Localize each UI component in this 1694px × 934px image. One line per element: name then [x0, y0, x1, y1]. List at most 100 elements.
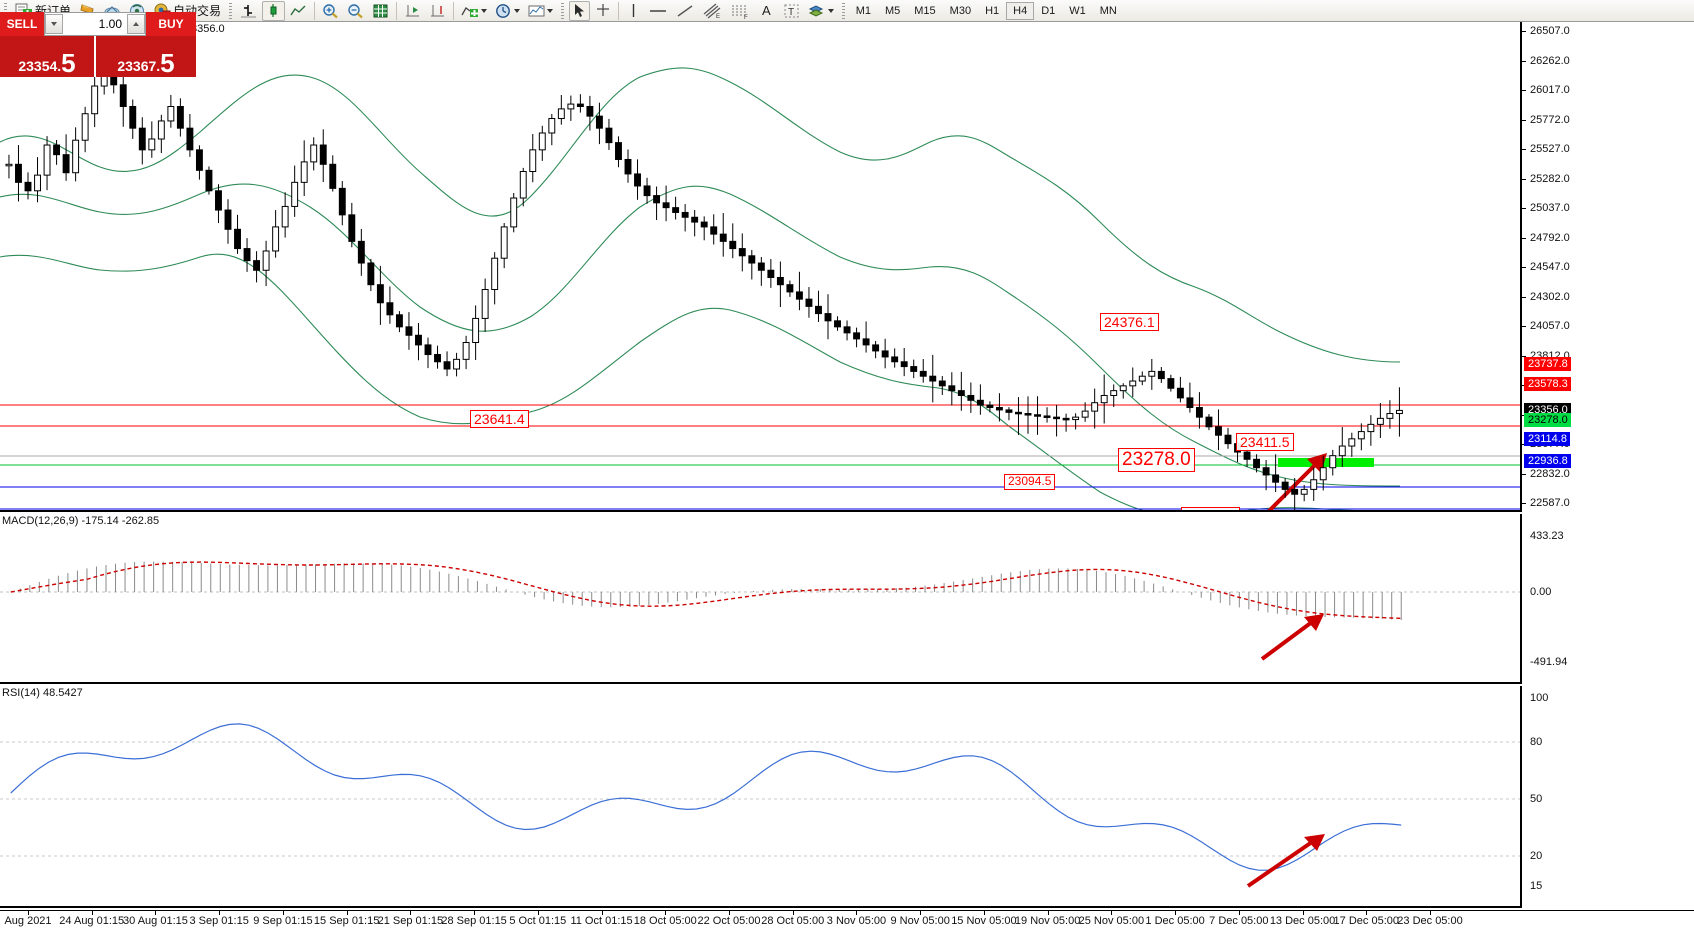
crosshair-tool-button[interactable]: [592, 1, 614, 21]
time-tick: [537, 911, 539, 915]
timeframe-m5[interactable]: M5: [884, 4, 901, 17]
timeframe-m1[interactable]: M1: [855, 4, 871, 17]
time-tick: [1047, 911, 1049, 915]
sell-price-display[interactable]: 23354 . 5: [0, 36, 96, 77]
macd-tick-label: -491.94: [1530, 656, 1568, 668]
price-tick: [1522, 178, 1526, 180]
toolbar-grip-4[interactable]: [839, 2, 847, 19]
indicators-button[interactable]: [458, 1, 490, 21]
line-chart-button[interactable]: [287, 1, 310, 21]
candlestick-chart-button[interactable]: [262, 0, 286, 21]
chevron-down-icon-4[interactable]: [827, 8, 834, 13]
autoscroll-button[interactable]: [426, 1, 449, 21]
trendline-button[interactable]: [673, 1, 697, 21]
text-label-button[interactable]: T: [780, 1, 803, 21]
time-tick-label: 17 Dec 05:00: [1333, 915, 1399, 927]
time-tick: [219, 911, 221, 915]
time-axis[interactable]: Aug 2021 24 Aug 01:15 30 Aug 01:15 3 Sep 01…: [0, 910, 1694, 934]
timeframe-mn[interactable]: MN: [1099, 4, 1117, 17]
annotation-23278[interactable]: 23278.0: [1118, 448, 1195, 472]
oct-header-row: SELL 1.00 BUY: [0, 12, 196, 36]
grid-button[interactable]: [369, 1, 392, 21]
price-tick-label: 26262.0: [1530, 54, 1570, 67]
annotation-23411[interactable]: 23411.5: [1236, 433, 1294, 452]
timeframe-h4[interactable]: H4: [1006, 1, 1035, 20]
horizontal-line-button[interactable]: [645, 1, 671, 21]
volume-value[interactable]: 1.00: [98, 17, 122, 31]
chevron-down-icon-3[interactable]: [547, 8, 554, 13]
svg-text:F: F: [744, 15, 748, 19]
time-tick: [1111, 911, 1113, 915]
volume-stepper[interactable]: 1.00: [44, 12, 146, 36]
candlestick-icon: [270, 3, 277, 17]
annotation-24376[interactable]: 24376.1: [1100, 313, 1159, 332]
timeframe-w1[interactable]: W1: [1069, 4, 1086, 17]
price-badge-green[interactable]: 23278.0: [1524, 412, 1571, 427]
time-tick: [1430, 911, 1431, 915]
volume-decrement-button[interactable]: [45, 14, 63, 34]
time-tick: [28, 911, 29, 915]
time-tick-label: 15 Sep 01:15: [313, 915, 380, 927]
equidistant-icon: E: [703, 3, 721, 19]
toolbar-grip[interactable]: [2, 2, 9, 19]
price-tick-label: 24547.0: [1530, 261, 1570, 273]
equidistant-channel-button[interactable]: E: [699, 1, 725, 21]
rsi-pane[interactable]: RSI(14) 48.5427: [0, 686, 1520, 908]
zoom-in-button[interactable]: [319, 1, 342, 21]
chart-area[interactable]: HK50-,H4 23228.0 23370.0 23196.0 23356.0: [0, 22, 1694, 934]
price-axis[interactable]: 26507.0 26262.0 26017.0 25772.0 25527.0 25282…: [1520, 22, 1694, 512]
macd-axis[interactable]: 433.23 0.00 -491.94: [1520, 514, 1694, 684]
time-tick-label: 5 Oct 01:15: [509, 915, 567, 927]
fibonacci-button[interactable]: F: [727, 1, 753, 21]
time-tick: [601, 911, 603, 915]
time-tick: [91, 911, 93, 915]
indicators-icon: [461, 6, 479, 17]
timeframe-m30[interactable]: M30: [949, 4, 972, 17]
price-tick: [1522, 119, 1526, 121]
price-badge-red[interactable]: 23578.3: [1524, 376, 1571, 391]
price-badge-blue[interactable]: 23114.8: [1524, 432, 1570, 447]
price-badge-red[interactable]: 23737.8: [1524, 357, 1571, 372]
text-tool-button[interactable]: A: [755, 1, 778, 21]
time-tick-label: 28 Oct 05:00: [761, 915, 825, 927]
toolbar-grip-2[interactable]: [227, 2, 235, 19]
annotation-23641[interactable]: 23641.4: [470, 410, 529, 429]
price-tick: [1522, 473, 1526, 475]
chevron-down-icon[interactable]: [481, 8, 488, 13]
volume-increment-button[interactable]: [127, 14, 145, 34]
chevron-down-icon-2[interactable]: [514, 8, 521, 13]
macd-tick-label: 433.23: [1530, 530, 1564, 542]
zoom-out-button[interactable]: [344, 1, 367, 21]
timeframe-m15[interactable]: M15: [914, 4, 936, 17]
price-tick-label: 22832.0: [1530, 467, 1570, 480]
highlight-zone: [1278, 458, 1374, 467]
macd-label: MACD(12,26,9) -175.14 -262.85: [2, 515, 160, 527]
chart-shift-button[interactable]: [401, 1, 424, 21]
price-badge-blue[interactable]: 22936.8: [1524, 453, 1571, 468]
timeframe-d1[interactable]: D1: [1041, 4, 1056, 17]
buy-button[interactable]: BUY: [146, 12, 196, 36]
bar-chart-button[interactable]: [237, 1, 260, 21]
cursor-tool-button[interactable]: [569, 0, 591, 21]
time-tick-label: 1 Dec 05:00: [1145, 915, 1205, 927]
annotation-22654[interactable]: 22654.8: [1181, 507, 1240, 510]
fibonacci-icon: F: [732, 5, 748, 19]
objects-list-button[interactable]: [805, 1, 837, 21]
macd-pane[interactable]: MACD(12,26,9) -175.14 -262.85: [0, 514, 1520, 684]
sell-button[interactable]: SELL: [0, 12, 44, 36]
time-tick-label: 13 Dec 05:00: [1269, 915, 1336, 927]
periods-button[interactable]: [492, 1, 523, 21]
one-click-trading-panel[interactable]: SELL 1.00 BUY 23354 . 5 23367 . 5: [0, 12, 196, 77]
timeframe-h1[interactable]: H1: [985, 4, 1000, 17]
time-tick: [729, 911, 730, 915]
vertical-line-button[interactable]: [623, 1, 643, 21]
rsi-axis[interactable]: 100 80 50 20 15: [1520, 686, 1694, 908]
annotation-23094[interactable]: 23094.5: [1004, 474, 1056, 490]
price-tick-label: 26017.0: [1530, 84, 1570, 96]
templates-button[interactable]: [525, 1, 556, 21]
price-tick-label: 22587.0: [1530, 497, 1570, 509]
svg-text:E: E: [716, 14, 720, 19]
toolbar-grip-3[interactable]: [559, 2, 567, 19]
price-pane[interactable]: HK50-,H4 23228.0 23370.0 23196.0 23356.0: [0, 22, 1520, 512]
buy-price-display[interactable]: 23367 . 5: [96, 36, 196, 77]
